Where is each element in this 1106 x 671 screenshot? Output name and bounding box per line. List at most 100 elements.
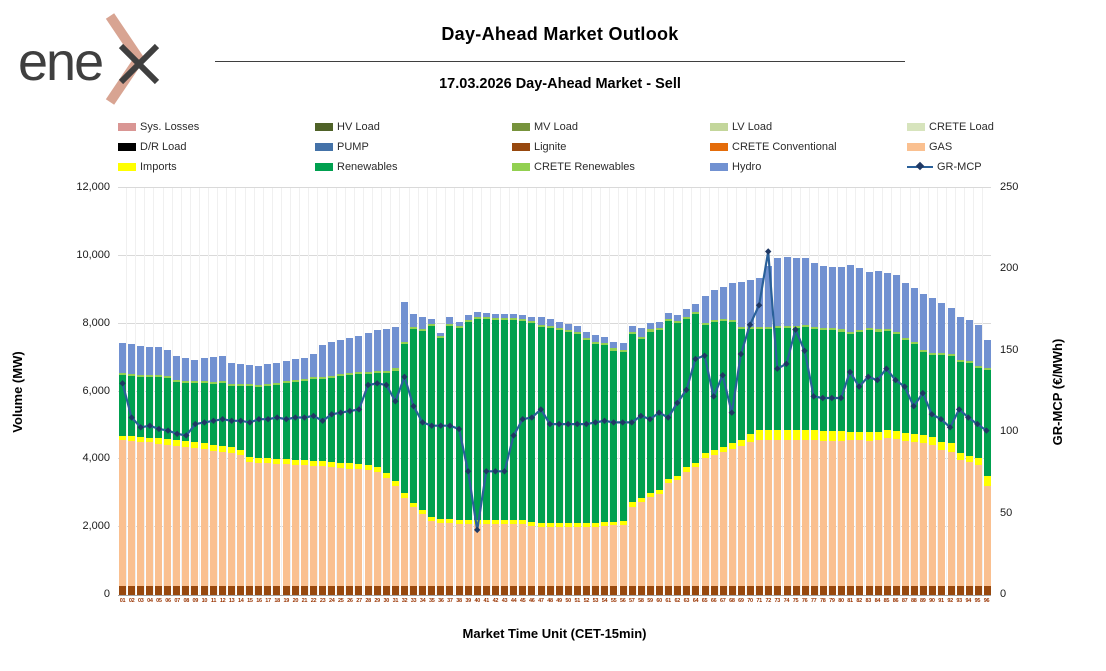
bar-segment-renewables [364, 373, 372, 466]
bar-segment-renewables [309, 379, 317, 461]
x-axis-label: 48 [547, 598, 553, 604]
bar-segment-hydro [765, 266, 773, 328]
bar-segment-renewables [492, 319, 500, 521]
bar-stack-74 [783, 188, 791, 595]
bar-segment-lignite [592, 585, 600, 595]
bar-slot [927, 188, 937, 595]
bar-segment-gas [446, 523, 454, 586]
bar-segment-lignite [364, 585, 372, 595]
bar-segment-lignite [728, 585, 736, 595]
bar-segment-renewables [856, 332, 864, 432]
bar-slot [590, 188, 600, 595]
bar-segment-lignite [920, 585, 928, 595]
bar-segment-lignite [291, 585, 299, 595]
bar-segment-hydro [810, 263, 818, 328]
x-axis-label: 49 [556, 598, 562, 604]
bar-stack-23 [318, 188, 326, 595]
bar-segment-lignite [747, 585, 755, 595]
bar-segment-hydro [218, 355, 226, 382]
bar-segment-hydro [920, 293, 928, 351]
bar-segment-gas [728, 448, 736, 586]
x-axis-label: 10 [201, 598, 208, 604]
legend-item-mv-load: MV Load [512, 120, 578, 133]
bar-segment-renewables [346, 374, 354, 464]
bar-segment-lignite [628, 585, 636, 595]
x-axis-label: 20 [292, 598, 299, 604]
bar-segment-gas [291, 464, 299, 586]
bar-slot [982, 188, 991, 595]
bar-segment-hydro [118, 343, 126, 374]
bar-segment-lignite [692, 585, 700, 595]
bar-slot [499, 188, 509, 595]
bar-stack-78 [819, 188, 827, 595]
enex-logo-x [118, 43, 160, 85]
x-axis-label: 33 [410, 598, 417, 604]
bar-segment-hydro [601, 336, 609, 344]
bar-segment-lignite [792, 585, 800, 595]
bar-segment-renewables [227, 385, 235, 448]
x-axis-label: 14 [238, 598, 244, 604]
bar-segment-renewables [938, 355, 946, 442]
bar-segment-lignite [355, 585, 363, 595]
bar-segment-lignite [419, 585, 427, 595]
bar-stack-01 [118, 188, 126, 595]
bar-segment-gas [792, 440, 800, 586]
bar-segment-lignite [437, 585, 445, 595]
x-axis-label: 59 [647, 598, 653, 604]
x-axis-label: 40 [474, 598, 480, 604]
legend-item-gr-mcp: GR-MCP [907, 160, 982, 173]
legend-color-swatch [118, 122, 136, 131]
x-axis-label: 90 [929, 598, 935, 604]
bar-segment-hydro [710, 290, 718, 320]
bar-segment-renewables [564, 332, 572, 524]
bar-segment-renewables [911, 343, 919, 434]
x-axis-label: 68 [729, 598, 735, 604]
bar-slot [299, 188, 308, 595]
left-axis-tick: 10,000 [76, 248, 110, 261]
bar-segment-renewables [974, 368, 982, 459]
x-axis-label: 84 [874, 598, 881, 604]
bar-slot [745, 188, 755, 595]
bar-stack-25 [337, 188, 345, 595]
bar-segment-renewables [756, 329, 764, 431]
bar-slot [882, 188, 891, 595]
bar-stack-65 [701, 188, 709, 595]
legend-color-swatch [512, 142, 530, 151]
bar-slot [945, 188, 955, 595]
bar-segment-hydro [136, 346, 144, 375]
legend-color-swatch [315, 122, 333, 131]
bar-stack-08 [182, 188, 190, 595]
bar-slot [390, 188, 399, 595]
x-axis-label: 82 [856, 598, 862, 604]
bar-segment-gas [209, 450, 217, 586]
legend-item-pump: PUMP [315, 140, 369, 153]
bar-segment-gas [455, 523, 463, 586]
x-axis-label: 06 [165, 598, 171, 604]
x-axis-label: 54 [601, 598, 608, 604]
x-axis-label: 66 [710, 598, 717, 604]
bar-segment-hydro [737, 281, 745, 328]
x-axis-label: 75 [792, 598, 799, 604]
bar-stack-95 [974, 188, 982, 595]
x-axis-label: 21 [301, 598, 308, 604]
left-axis-tick: 8,000 [82, 316, 110, 329]
bar-segment-hydro [410, 313, 418, 328]
bar-segment-gas [318, 466, 326, 586]
bar-stack-37 [446, 188, 454, 595]
bar-segment-gas [136, 442, 144, 586]
bar-segment-renewables [446, 326, 454, 520]
bar-slot [964, 188, 973, 595]
bar-stack-57 [628, 188, 636, 595]
bar-segment-renewables [810, 329, 818, 431]
x-axis-label: 17 [265, 598, 271, 604]
x-axis-label: 02 [128, 598, 135, 604]
bar-segment-hydro [182, 357, 190, 382]
bar-stack-66 [710, 188, 718, 595]
bar-segment-renewables [710, 322, 718, 450]
right-axis-tick: 0 [1000, 588, 1007, 600]
x-axis-label: 65 [701, 598, 708, 604]
bar-segment-hydro [911, 288, 919, 342]
x-axis-label: 07 [174, 598, 180, 604]
bar-segment-hydro [246, 365, 254, 385]
bar-stack-96 [983, 188, 991, 595]
